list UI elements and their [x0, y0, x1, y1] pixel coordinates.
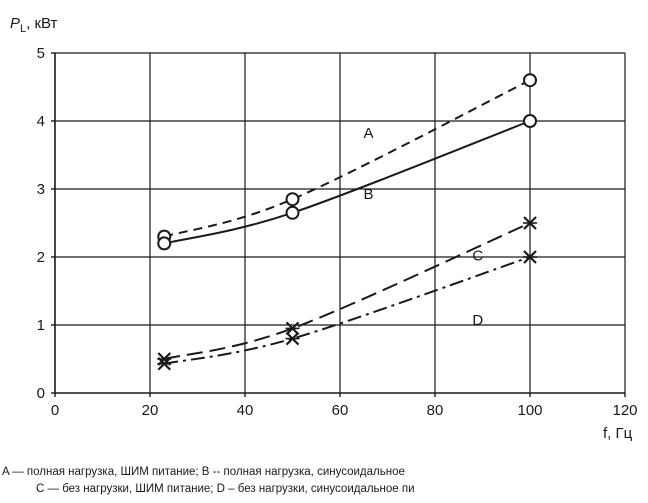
grid — [55, 52, 626, 393]
series-line-C — [164, 222, 531, 360]
series-B-point-2 — [523, 114, 537, 128]
tick-labels: 0 20 40 60 80 100 120 0 1 2 3 4 5 — [37, 45, 638, 419]
series-line-B — [164, 120, 531, 245]
series-B-point-1 — [285, 205, 300, 220]
x-tick-label-5: 100 — [517, 402, 542, 419]
series-A-point-2 — [523, 73, 537, 88]
x-tick-label-3: 60 — [332, 402, 349, 419]
series-C-point-1 — [285, 321, 300, 336]
series-line-D — [164, 256, 531, 365]
series-labels: A B C D — [363, 125, 483, 329]
series-line-A — [163, 79, 531, 238]
x-tick-label-0: 0 — [51, 402, 59, 419]
series-C-point-2 — [523, 216, 537, 230]
y-tick-label-1: 1 — [37, 317, 45, 334]
x-tick-label-6: 120 — [612, 402, 637, 419]
axes — [51, 52, 626, 397]
series-A-point-1 — [285, 192, 300, 207]
x-tick-label-2: 40 — [237, 402, 254, 419]
y-tick-label-5: 5 — [37, 45, 45, 62]
series-D-point-1 — [285, 331, 300, 346]
y-tick-label-0: 0 — [37, 385, 45, 402]
y-tick-label-2: 2 — [37, 249, 45, 266]
y-tick-label-4: 4 — [37, 113, 45, 130]
y-axis-title-main: P — [10, 15, 20, 32]
y-tick-label-3: 3 — [37, 181, 45, 198]
series-D-point-0 — [157, 356, 172, 371]
series-label-B: B — [363, 186, 373, 203]
series-label-D: D — [472, 312, 483, 329]
caption-line-2: C — без нагрузки, ШИМ питание; D – без н… — [36, 483, 415, 495]
x-tick-label-4: 80 — [427, 402, 444, 419]
x-axis-title: f, Гц — [603, 425, 633, 442]
series-B-point-0 — [157, 236, 172, 251]
series-lines — [163, 79, 531, 365]
x-tick-label-1: 20 — [142, 402, 159, 419]
series-label-A: A — [363, 125, 373, 142]
caption-line-1: A — полная нагрузка, ШИМ питание; B -- п… — [2, 466, 405, 478]
y-axis-title: PL, кВт — [10, 15, 58, 35]
series-markers — [157, 73, 537, 371]
series-D-point-2 — [523, 250, 537, 264]
y-axis-title-sub: L — [20, 23, 26, 35]
series-label-C: C — [472, 247, 483, 264]
y-axis-title-unit: , кВт — [26, 15, 57, 32]
